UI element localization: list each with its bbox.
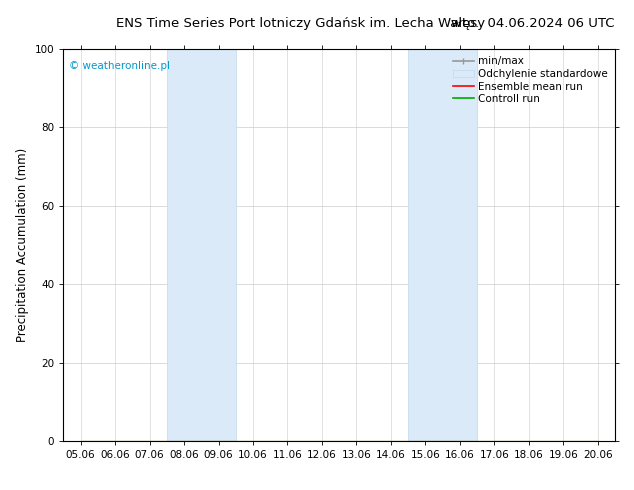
Text: wto.. 04.06.2024 06 UTC: wto.. 04.06.2024 06 UTC — [451, 17, 615, 30]
Bar — [408, 49, 477, 441]
Bar — [167, 49, 236, 441]
Text: © weatheronline.pl: © weatheronline.pl — [69, 61, 170, 71]
Legend: min/max, Odchylenie standardowe, Ensemble mean run, Controll run: min/max, Odchylenie standardowe, Ensembl… — [451, 54, 610, 106]
Y-axis label: Precipitation Accumulation (mm): Precipitation Accumulation (mm) — [16, 148, 29, 342]
Text: ENS Time Series Port lotniczy Gdańsk im. Lecha Wałęsy: ENS Time Series Port lotniczy Gdańsk im.… — [116, 17, 485, 30]
